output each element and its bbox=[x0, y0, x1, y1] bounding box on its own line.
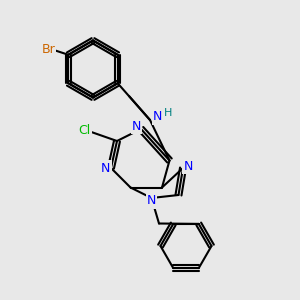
Text: H: H bbox=[164, 108, 172, 118]
Text: Cl: Cl bbox=[79, 124, 91, 137]
Text: N: N bbox=[101, 161, 110, 175]
Text: Br: Br bbox=[41, 43, 55, 56]
Text: N: N bbox=[147, 194, 156, 208]
Text: N: N bbox=[153, 110, 162, 124]
Text: N: N bbox=[184, 160, 193, 173]
Text: N: N bbox=[132, 120, 141, 133]
